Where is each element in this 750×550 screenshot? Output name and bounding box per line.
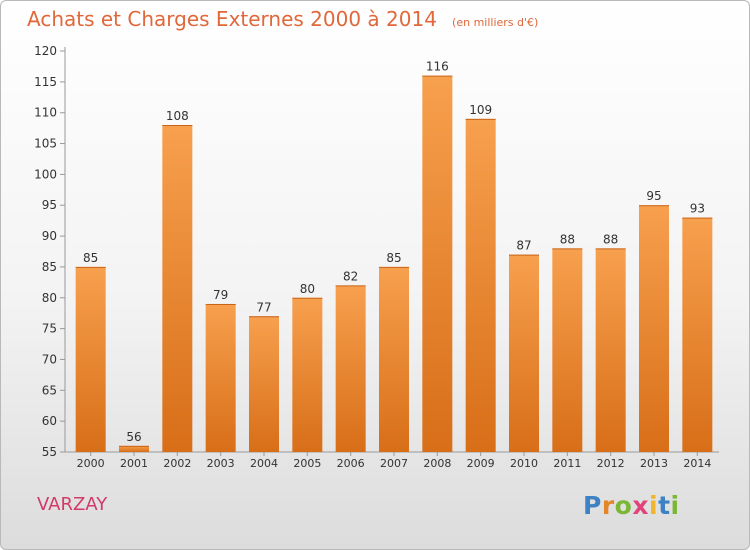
x-tick-label: 2001	[120, 457, 148, 470]
bar	[595, 248, 626, 452]
x-tick-label: 2008	[423, 457, 451, 470]
x-tick-label: 2010	[510, 457, 538, 470]
y-tick-label: 70	[42, 352, 57, 366]
data-label: 87	[516, 239, 531, 253]
data-label: 88	[603, 232, 618, 246]
data-label: 116	[426, 60, 449, 74]
bar	[465, 118, 496, 452]
x-tick-label: 2005	[293, 457, 321, 470]
x-tick-label: 2012	[597, 457, 625, 470]
logo-letter: r	[601, 491, 615, 520]
x-tick-label: 2003	[207, 457, 235, 470]
bar	[205, 303, 236, 452]
y-tick-label: 85	[42, 260, 57, 274]
logo-letter: P	[583, 491, 602, 520]
data-label: 108	[166, 109, 189, 123]
data-label: 56	[126, 430, 141, 444]
y-tick-label: 60	[42, 414, 57, 428]
data-label: 80	[300, 282, 315, 296]
bar	[509, 254, 539, 452]
x-tick-label: 2014	[683, 457, 711, 470]
y-tick-label: 115	[34, 75, 57, 89]
y-tick-label: 95	[42, 198, 57, 212]
logo-letter: o	[614, 491, 633, 520]
chart-unit: (en milliers d'€)	[452, 16, 539, 29]
logo-letter: i	[670, 491, 680, 520]
data-label: 85	[83, 251, 98, 265]
bar	[335, 285, 366, 452]
bar	[682, 217, 713, 452]
y-tick-label: 100	[34, 167, 57, 181]
logo-letter: t	[658, 491, 671, 520]
y-tick-label: 110	[34, 106, 57, 120]
data-label: 109	[469, 103, 492, 117]
x-tick-label: 2011	[553, 457, 581, 470]
bar	[379, 266, 409, 452]
data-label: 95	[646, 189, 661, 203]
proxiti-logo: Proxiti	[583, 491, 680, 520]
x-tick-label: 2004	[250, 457, 278, 470]
bar	[639, 205, 669, 452]
bar	[292, 297, 323, 452]
x-tick-label: 2002	[163, 457, 191, 470]
bar	[75, 266, 106, 452]
y-tick-label: 75	[42, 322, 57, 336]
bar	[552, 248, 583, 452]
chart-title-block: Achats et Charges Externes 2000 à 2014 (…	[27, 7, 538, 31]
y-tick-label: 105	[34, 137, 57, 151]
x-tick-label: 2007	[380, 457, 408, 470]
location-name: VARZAY	[37, 494, 108, 515]
chart-title: Achats et Charges Externes 2000 à 2014	[27, 7, 437, 31]
y-tick-label: 120	[34, 44, 57, 58]
y-tick-label: 65	[42, 383, 57, 397]
y-tick-label: 80	[42, 291, 57, 305]
data-label: 79	[213, 288, 228, 302]
bar	[249, 316, 279, 452]
data-label: 88	[560, 232, 575, 246]
logo-letter: i	[649, 491, 659, 520]
bar	[422, 75, 453, 452]
x-tick-label: 2013	[640, 457, 668, 470]
bar	[162, 125, 193, 453]
x-tick-label: 2000	[77, 457, 105, 470]
data-label: 77	[256, 300, 271, 314]
data-label: 93	[690, 202, 705, 216]
x-tick-label: 2009	[467, 457, 495, 470]
logo-letter: x	[632, 491, 649, 520]
data-label: 82	[343, 269, 358, 283]
bar	[119, 445, 149, 452]
data-label: 85	[386, 251, 401, 265]
x-tick-label: 2006	[337, 457, 365, 470]
y-tick-label: 90	[42, 229, 57, 243]
y-tick-label: 55	[42, 445, 57, 459]
